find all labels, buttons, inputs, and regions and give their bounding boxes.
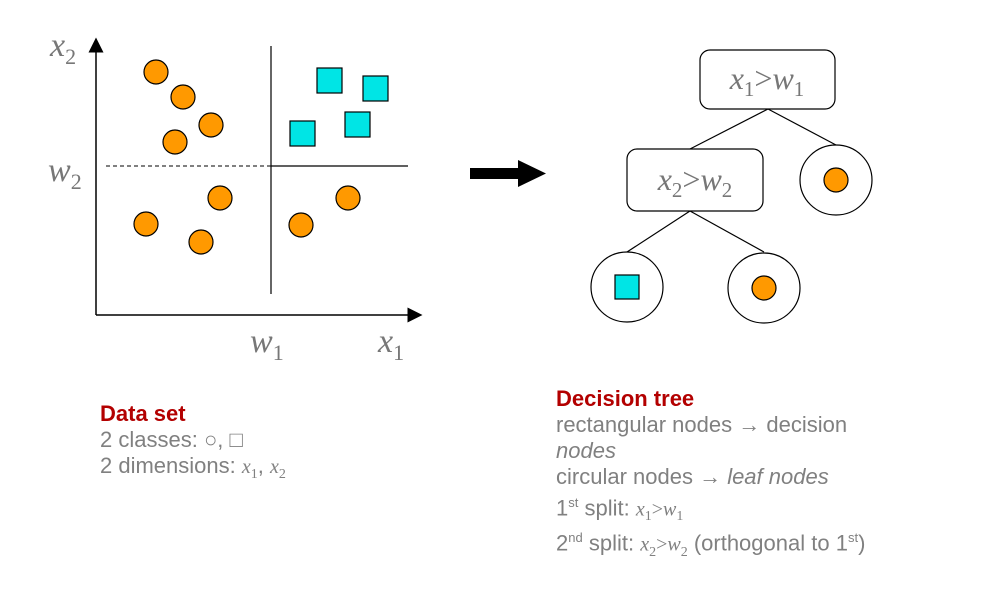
data-point-square — [289, 120, 316, 147]
split2-op: > — [656, 533, 668, 556]
split1-threshold: w — [663, 498, 677, 521]
tree-edge — [689, 210, 765, 253]
data-point-circle — [170, 84, 196, 110]
leaf-nodes-text: leaf nodes — [727, 464, 829, 489]
root-node-label: x1>w1 — [729, 60, 805, 101]
split2-var: x — [640, 533, 650, 556]
dim1-sub: 1 — [250, 467, 258, 482]
data-point-square — [316, 67, 343, 94]
split2-threshold-sub: 2 — [680, 544, 688, 560]
decision-tree-title: Decision tree — [556, 386, 695, 411]
data-point-circle — [188, 229, 214, 255]
dataset-title: Data set — [100, 401, 186, 426]
child-node-label: x2>w2 — [657, 161, 733, 202]
caption-line-2: nodes — [556, 438, 616, 463]
split1-threshold-sub: 1 — [676, 509, 684, 525]
second-split-line: 2nd split: x2>w2 (orthogonal to 1st) — [556, 525, 996, 560]
dimensions-text: 2 dimensions: — [100, 453, 242, 478]
orthogonal-note: (orthogonal to 1 — [687, 530, 848, 556]
split1-op: > — [651, 498, 664, 521]
data-point-circle — [198, 112, 224, 138]
y-axis-label: x2 — [49, 27, 76, 69]
x-axis-label: x1 — [377, 323, 404, 365]
decision-tree-caption: Decision tree rectangular nodes → decisi… — [556, 386, 996, 561]
dim2-sub: 2 — [278, 467, 286, 482]
split2-var-sub: 2 — [649, 544, 657, 560]
leaf-class-circle — [823, 167, 849, 193]
w2-label: w2 — [48, 152, 82, 194]
child-decision-node — [626, 148, 764, 212]
split2-text: split: — [582, 530, 641, 556]
data-point-circle — [335, 185, 361, 211]
dim1-var: x — [241, 456, 251, 478]
w1-label: w1 — [250, 323, 284, 365]
split2-ordinal: nd — [568, 530, 583, 546]
root-decision-node — [699, 49, 836, 110]
dataset-caption: Data set 2 classes: ○, □ 2 dimensions: x… — [100, 401, 286, 483]
transform-arrow — [470, 160, 546, 187]
tree-edge — [689, 108, 769, 150]
leaf-class-circle — [751, 275, 777, 301]
separator: , — [217, 427, 230, 452]
data-point-circle — [288, 212, 314, 238]
split1-number: 1 — [556, 495, 569, 521]
orthogonal-close: ) — [858, 530, 866, 556]
data-point-circle — [162, 129, 188, 155]
split1-var-sub: 1 — [644, 509, 652, 525]
first-split-line: 1st split: x1>w1 — [556, 490, 996, 525]
dataset-dimensions-line: 2 dimensions: x1, x2 — [100, 453, 286, 483]
circular-nodes-text: circular nodes → — [556, 464, 728, 489]
tree-edge — [626, 210, 691, 253]
data-point-square — [344, 111, 371, 138]
classes-text: 2 classes: — [100, 427, 204, 452]
scatter-plot: x2 w2 w1 x1 — [48, 27, 423, 365]
circle-symbol-icon: ○ — [203, 427, 218, 452]
split1-ordinal: st — [568, 495, 579, 510]
dim2-var: x — [269, 456, 279, 478]
data-point-circle — [133, 211, 159, 237]
caption-line-1: rectangular nodes → decision — [556, 412, 848, 437]
decision-tree-diagram: x1>w1 x2>w2 — [590, 49, 873, 324]
split1-var: x — [635, 498, 645, 521]
separator: , — [257, 453, 270, 478]
data-point-circle — [143, 59, 169, 85]
split2-threshold: w — [667, 533, 681, 556]
caption-line-3: circular nodes → leaf nodes — [556, 464, 996, 490]
square-symbol-icon: □ — [229, 427, 243, 452]
dataset-classes-line: 2 classes: ○, □ — [100, 427, 286, 453]
split2-number: 2 — [556, 530, 569, 556]
data-point-square — [362, 75, 389, 102]
tree-edge — [767, 108, 837, 146]
split1-text: split: — [578, 495, 636, 521]
orthogonal-ordinal: st — [847, 530, 859, 546]
leaf-class-square — [614, 274, 640, 300]
data-point-circle — [207, 185, 233, 211]
